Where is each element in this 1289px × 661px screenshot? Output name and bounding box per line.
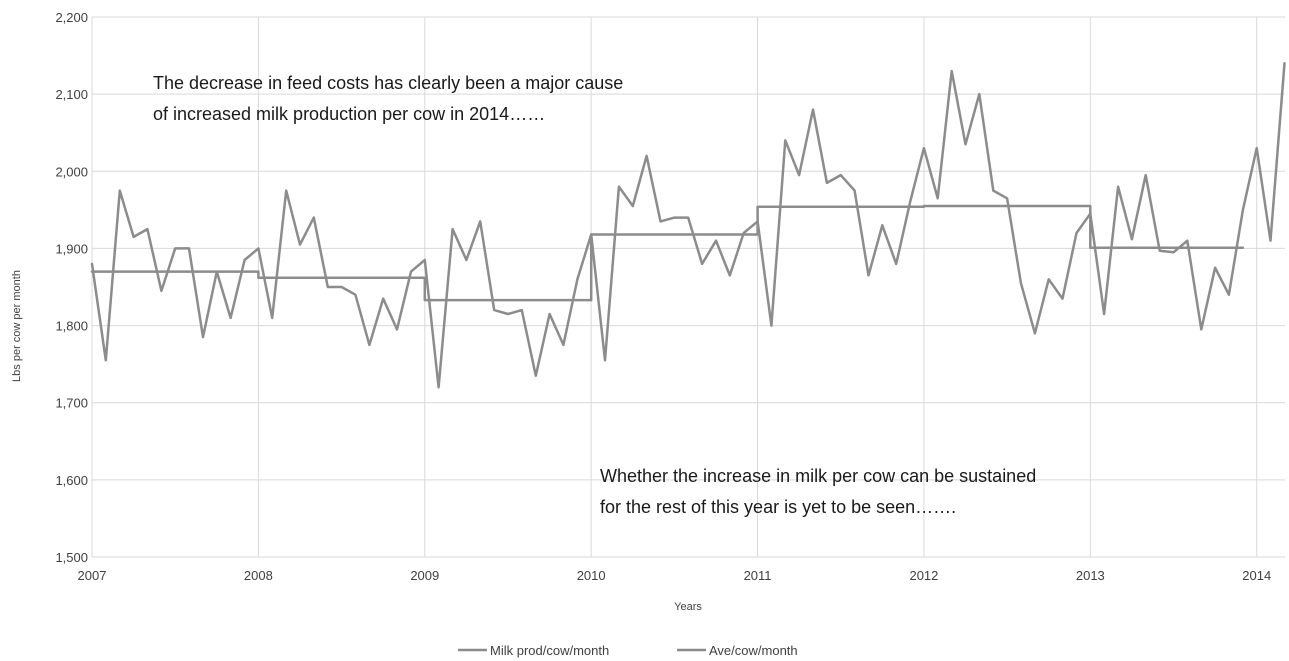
legend-label-milk-prod: Milk prod/cow/month <box>490 643 609 658</box>
x-axis-title: Years <box>674 601 702 613</box>
x-tick-label: 2014 <box>1242 568 1271 583</box>
y-axis-tick-labels: 1,500 1,600 1,700 1,800 1,900 2,000 2,100 2,200 <box>55 10 88 565</box>
y-tick-label: 1,800 <box>55 319 88 334</box>
y-tick-label: 2,100 <box>55 87 88 102</box>
gridlines <box>91 16 1285 558</box>
y-tick-label: 2,000 <box>55 164 88 179</box>
legend-label-ave: Ave/cow/month <box>709 643 798 658</box>
x-tick-label: 2009 <box>410 568 439 583</box>
y-tick-label: 1,900 <box>55 241 88 256</box>
x-tick-label: 2013 <box>1076 568 1105 583</box>
x-axis-tick-labels: 2007 2008 2009 2010 2011 2012 2013 2014 <box>78 568 1272 583</box>
x-tick-label: 2010 <box>577 568 606 583</box>
annotation-feed-costs-line-2: of increased milk production per cow in … <box>153 104 545 124</box>
annotation-sustained-line-1: Whether the increase in milk per cow can… <box>600 466 1036 486</box>
series-lines <box>90 62 1286 389</box>
legend: Milk prod/cow/month Ave/cow/month <box>458 643 798 658</box>
annotation-sustained-line-2: for the rest of this year is yet to be s… <box>600 497 956 517</box>
annotation-feed-costs-line-1: The decrease in feed costs has clearly b… <box>153 73 623 93</box>
y-tick-label: 1,600 <box>55 473 88 488</box>
y-tick-label: 1,500 <box>55 550 88 565</box>
series-line-milk-prod <box>90 62 1286 389</box>
y-tick-label: 2,200 <box>55 10 88 25</box>
x-tick-label: 2007 <box>78 568 107 583</box>
x-tick-label: 2008 <box>244 568 273 583</box>
series-line-ave <box>90 204 1245 302</box>
y-tick-label: 1,700 <box>55 396 88 411</box>
y-axis-title: Lbs per cow per month <box>11 270 23 382</box>
x-tick-label: 2012 <box>909 568 938 583</box>
x-tick-label: 2011 <box>744 568 772 583</box>
